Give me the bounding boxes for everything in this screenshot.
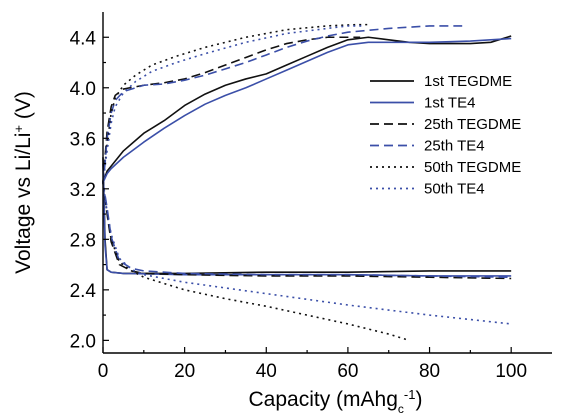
series-1st-tegdme-charge-line (102, 35, 512, 183)
y-tick-label: 3.2 (70, 180, 96, 201)
x-tick-label: 40 (256, 361, 277, 382)
y-tick-label: 2.4 (70, 281, 97, 302)
series-layer (102, 23, 512, 342)
legend: 1st TEGDME 1st TE4 25th TEGDME 25th TE4 50th… (370, 73, 521, 198)
x-axis-title: Capacity (mAhgc-1) (249, 387, 423, 414)
legend-label-50th-te4: 50th TE4 (424, 181, 485, 198)
x-tick-label: 0 (98, 361, 109, 382)
x-axis-title-main: Capacity (mAhg (249, 388, 398, 411)
legend-label-25th-te4: 25th TE4 (424, 138, 485, 155)
legend-label-50th-tegdme: 50th TEGDME (424, 159, 521, 176)
y-axis-title-sup: + (11, 125, 26, 133)
x-axis-title-end: ) (415, 388, 422, 411)
series-50th-tegdme-charge-line (102, 23, 369, 183)
ticks-layer: 0 20 40 60 80 100 2.0 2.4 2.8 3.2 3.6 4.0 4.4 (70, 28, 527, 382)
x-tick-label: 20 (174, 361, 195, 382)
y-tick-label: 2.8 (70, 230, 96, 251)
x-tick-label: 60 (337, 361, 358, 382)
y-tick-label: 3.6 (70, 129, 96, 150)
x-tick-label: 80 (419, 361, 440, 382)
y-tick-label: 4.4 (70, 28, 97, 49)
series-25th-tegdme-charge-line (102, 36, 361, 183)
x-axis-title-sup: -1 (404, 387, 416, 402)
legend-label-25th-tegdme: 25th TEGDME (424, 116, 521, 133)
y-tick-label: 4.0 (70, 79, 96, 100)
y-axis-title-main: Voltage vs Li/Li (12, 133, 35, 274)
legend-label-1st-tegdme: 1st TEGDME (424, 73, 512, 90)
y-axis-title-end: (V) (12, 91, 35, 125)
legend-label-1st-te4: 1st TE4 (424, 95, 475, 112)
y-tick-label: 2.0 (70, 331, 96, 352)
series-50th-tegdme-discharge-line (102, 182, 410, 342)
y-axis-title: Voltage vs Li/Li+ (V) (11, 91, 36, 274)
x-axis-title-sub: c (398, 402, 404, 414)
axes-layer (102, 12, 552, 354)
x-tick-label: 100 (495, 361, 527, 382)
series-25th-te4-discharge-line (102, 182, 512, 279)
series-1st-te4-charge-line (102, 37, 512, 183)
